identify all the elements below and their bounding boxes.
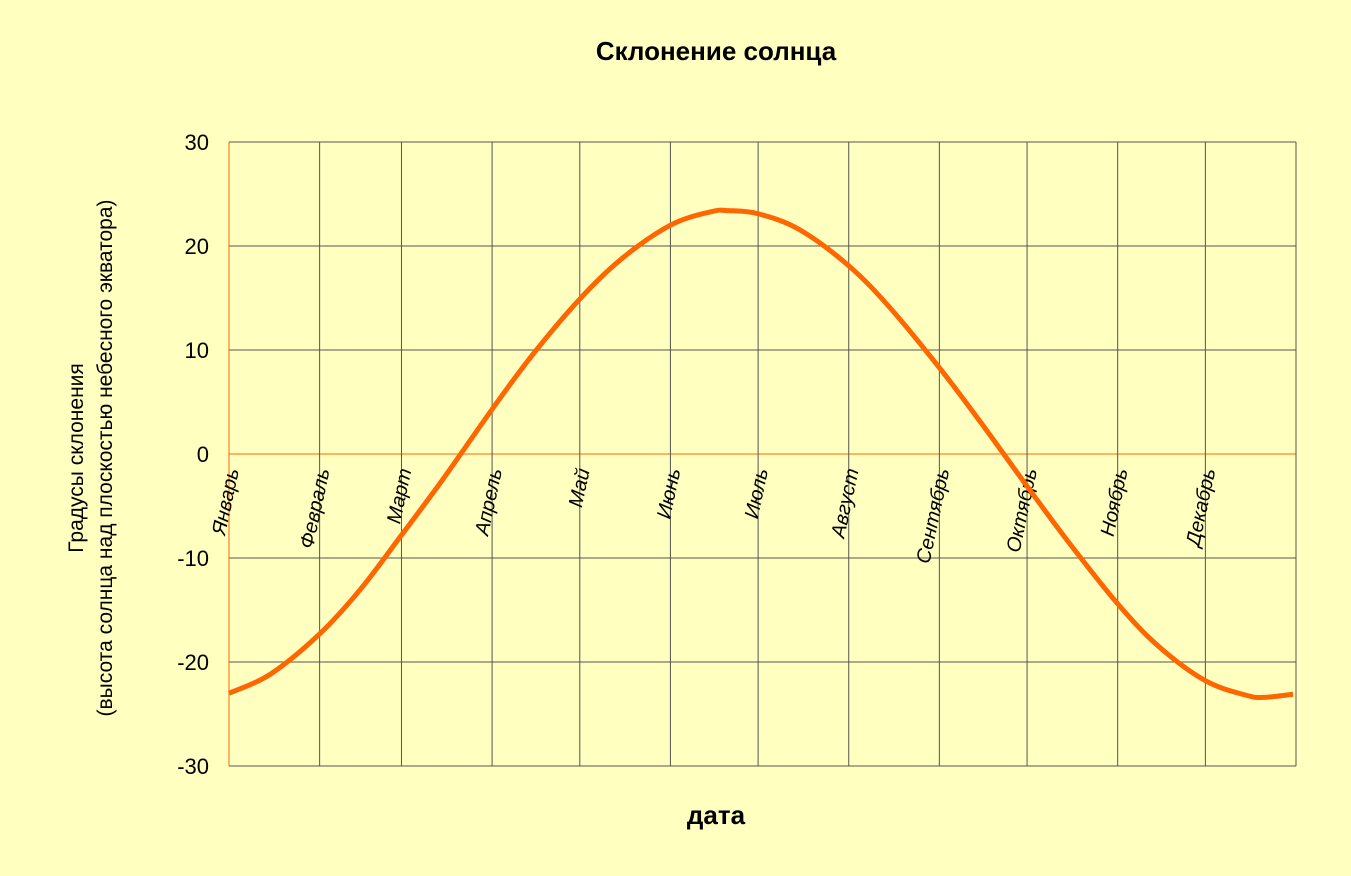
series-layer bbox=[227, 207, 1294, 701]
x-axis-label: дата bbox=[687, 800, 746, 830]
y-tick-label: -10 bbox=[177, 546, 209, 571]
grid bbox=[228, 141, 1297, 767]
y-tick-label: 10 bbox=[185, 338, 209, 363]
y-tick-label: -20 bbox=[177, 650, 209, 675]
chart-title: Склонение солнца bbox=[596, 36, 837, 66]
y-tick-labels: 30 20 10 0 -10 -20 -30 bbox=[177, 130, 209, 779]
y-tick-label: 30 bbox=[185, 130, 209, 155]
y-axis-label-line2: (высота солнца над плоскостью небесного … bbox=[94, 199, 117, 716]
y-axis-label-line1: Градусы склонения bbox=[65, 363, 88, 553]
y-tick-label: 20 bbox=[185, 234, 209, 259]
y-tick-label: 0 bbox=[197, 442, 209, 467]
y-tick-label: -30 bbox=[177, 754, 209, 779]
declination-series-line bbox=[227, 207, 1294, 701]
